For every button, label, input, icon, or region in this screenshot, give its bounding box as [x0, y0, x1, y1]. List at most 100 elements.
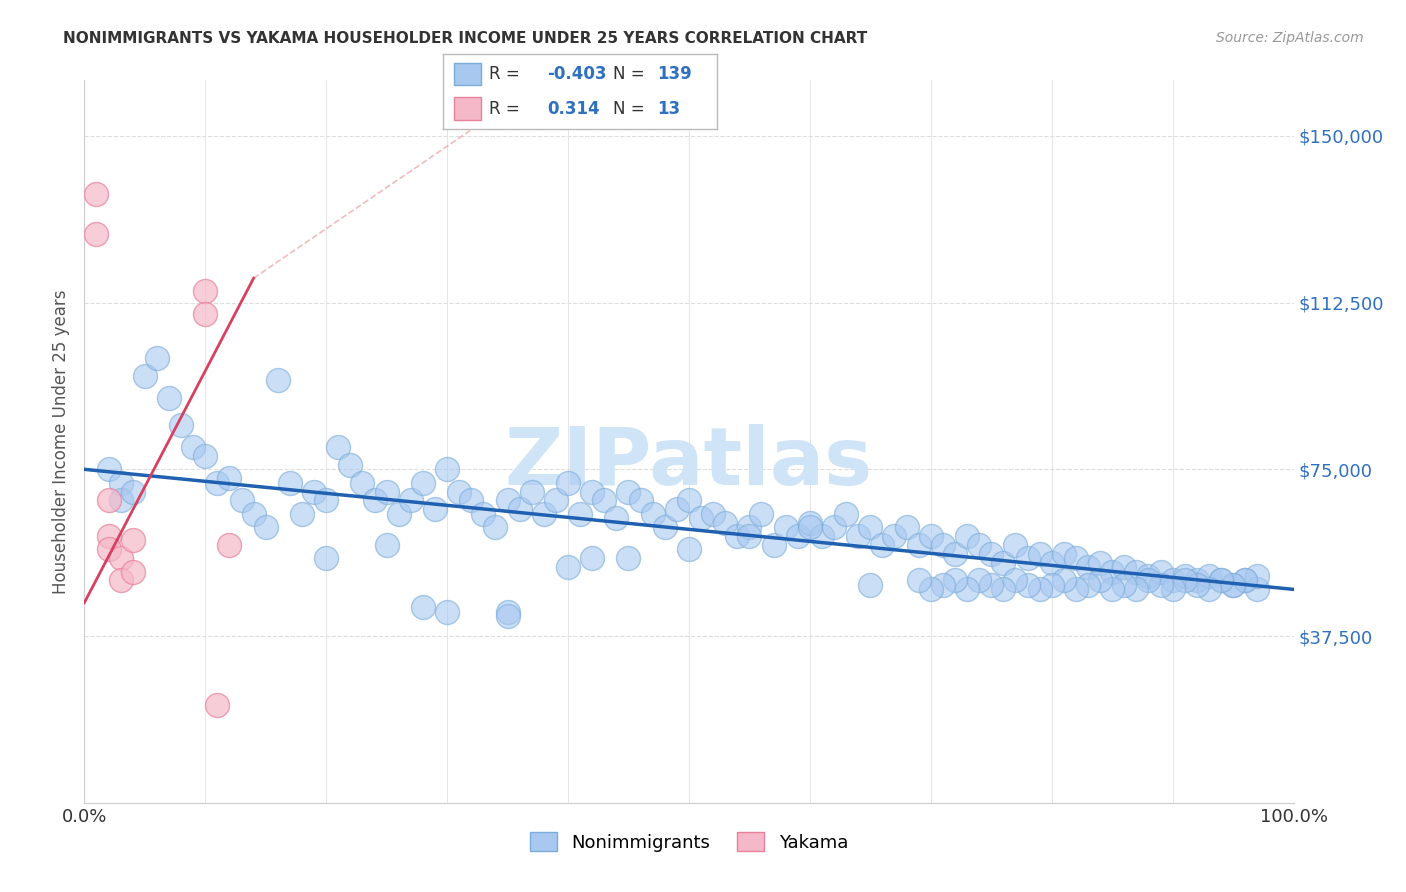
- Point: [302, 484, 325, 499]
- Point: [846, 529, 869, 543]
- Point: [1137, 574, 1160, 588]
- Point: [1004, 574, 1026, 588]
- Point: [194, 285, 217, 299]
- Point: [1174, 574, 1197, 588]
- Point: [388, 507, 411, 521]
- Point: [1053, 574, 1076, 588]
- Point: [1101, 582, 1123, 597]
- Point: [943, 574, 966, 588]
- Point: [423, 502, 446, 516]
- Point: [993, 582, 1015, 597]
- Point: [254, 520, 277, 534]
- Point: [896, 520, 918, 534]
- Point: [207, 698, 229, 712]
- Point: [315, 551, 337, 566]
- Point: [399, 493, 422, 508]
- Point: [907, 538, 929, 552]
- Point: [581, 551, 603, 566]
- Point: [375, 538, 398, 552]
- Point: [1137, 569, 1160, 583]
- Y-axis label: Householder Income Under 25 years: Householder Income Under 25 years: [52, 289, 70, 594]
- Point: [1017, 551, 1039, 566]
- Point: [690, 511, 713, 525]
- Point: [883, 529, 905, 543]
- Point: [956, 529, 979, 543]
- Point: [859, 520, 882, 534]
- Point: [811, 529, 834, 543]
- Point: [956, 582, 979, 597]
- Point: [980, 578, 1002, 592]
- Point: [1004, 538, 1026, 552]
- Point: [920, 582, 942, 597]
- Point: [641, 507, 664, 521]
- Point: [967, 538, 990, 552]
- Point: [1185, 574, 1208, 588]
- Point: [496, 609, 519, 624]
- Point: [1209, 574, 1232, 588]
- Point: [943, 547, 966, 561]
- Point: [967, 574, 990, 588]
- Point: [1064, 551, 1087, 566]
- Point: [654, 520, 676, 534]
- Point: [97, 529, 120, 543]
- Point: [1185, 578, 1208, 592]
- Point: [605, 511, 627, 525]
- Point: [181, 440, 204, 454]
- Point: [291, 507, 314, 521]
- Point: [1114, 560, 1136, 574]
- Bar: [454, 97, 481, 120]
- Point: [86, 186, 108, 201]
- Text: N =: N =: [613, 65, 644, 83]
- Text: 13: 13: [657, 100, 681, 118]
- Text: Source: ZipAtlas.com: Source: ZipAtlas.com: [1216, 31, 1364, 45]
- Point: [484, 520, 506, 534]
- Point: [278, 475, 301, 490]
- Point: [1077, 578, 1099, 592]
- Point: [751, 507, 773, 521]
- Text: 139: 139: [657, 65, 692, 83]
- Point: [496, 605, 519, 619]
- Point: [932, 538, 955, 552]
- Point: [702, 507, 724, 521]
- Point: [207, 475, 229, 490]
- Point: [1234, 574, 1257, 588]
- Point: [460, 493, 482, 508]
- Point: [1246, 569, 1268, 583]
- Point: [799, 520, 821, 534]
- Point: [218, 538, 240, 552]
- Point: [121, 484, 143, 499]
- Point: [472, 507, 495, 521]
- Bar: [454, 62, 481, 86]
- Point: [352, 475, 374, 490]
- Text: R =: R =: [489, 65, 520, 83]
- Point: [121, 533, 143, 548]
- Text: R =: R =: [489, 100, 520, 118]
- Point: [1017, 578, 1039, 592]
- Point: [146, 351, 169, 366]
- Point: [328, 440, 350, 454]
- Point: [520, 484, 543, 499]
- Legend: Nonimmigrants, Yakama: Nonimmigrants, Yakama: [523, 825, 855, 859]
- Point: [738, 520, 761, 534]
- Point: [1246, 582, 1268, 597]
- Point: [920, 529, 942, 543]
- Point: [932, 578, 955, 592]
- Point: [1198, 582, 1220, 597]
- Point: [231, 493, 253, 508]
- Text: 0.314: 0.314: [547, 100, 600, 118]
- Point: [544, 493, 567, 508]
- Point: [375, 484, 398, 499]
- Point: [412, 600, 434, 615]
- Point: [1114, 578, 1136, 592]
- Point: [581, 484, 603, 499]
- Point: [907, 574, 929, 588]
- Point: [786, 529, 808, 543]
- Point: [859, 578, 882, 592]
- Point: [110, 493, 132, 508]
- Point: [593, 493, 616, 508]
- Point: [665, 502, 688, 516]
- Point: [1222, 578, 1244, 592]
- Point: [630, 493, 652, 508]
- Point: [678, 542, 700, 557]
- Point: [1028, 582, 1050, 597]
